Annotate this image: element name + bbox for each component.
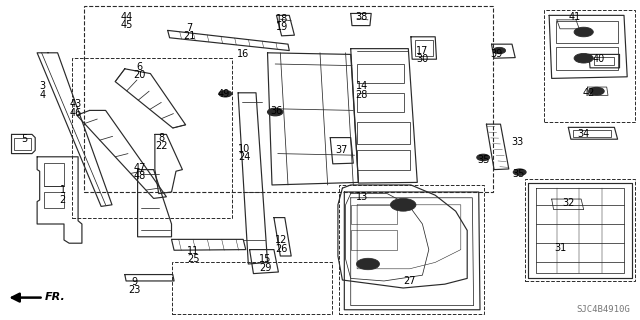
- Circle shape: [268, 108, 283, 116]
- Text: 20: 20: [133, 69, 146, 80]
- Text: 4: 4: [39, 90, 45, 100]
- Text: 40: 40: [592, 53, 605, 64]
- Text: 39: 39: [490, 49, 502, 59]
- Text: 35: 35: [477, 155, 490, 165]
- Circle shape: [223, 92, 228, 95]
- Text: 30: 30: [416, 53, 429, 64]
- Text: 7: 7: [186, 23, 193, 33]
- Bar: [544, 10, 635, 122]
- Circle shape: [574, 53, 593, 63]
- Text: 29: 29: [259, 263, 272, 273]
- Bar: [339, 185, 484, 314]
- Text: 21: 21: [183, 31, 196, 41]
- Text: 2: 2: [60, 195, 66, 205]
- Text: 31: 31: [554, 243, 566, 253]
- Bar: [357, 64, 404, 83]
- Text: 43: 43: [69, 99, 82, 109]
- Text: 37: 37: [335, 145, 348, 155]
- Circle shape: [390, 198, 416, 211]
- Bar: [357, 150, 410, 170]
- Text: 11: 11: [187, 246, 200, 256]
- Text: 19: 19: [275, 22, 288, 32]
- Text: 34: 34: [577, 129, 590, 139]
- Bar: [351, 205, 397, 224]
- Text: 25: 25: [187, 254, 200, 264]
- Bar: [556, 21, 618, 43]
- Bar: [14, 138, 31, 150]
- Text: 23: 23: [128, 284, 141, 295]
- Circle shape: [517, 171, 522, 173]
- Text: 14: 14: [355, 81, 368, 92]
- Bar: [357, 93, 404, 112]
- Circle shape: [513, 169, 526, 175]
- Bar: [172, 262, 332, 314]
- Text: 32: 32: [562, 198, 575, 208]
- Text: FR.: FR.: [45, 292, 65, 302]
- Circle shape: [593, 90, 600, 93]
- Bar: [72, 58, 232, 218]
- Circle shape: [589, 87, 604, 95]
- Bar: [44, 163, 64, 186]
- Text: 26: 26: [275, 244, 288, 254]
- Text: 6: 6: [136, 61, 143, 72]
- Circle shape: [219, 91, 232, 97]
- Bar: [573, 130, 611, 137]
- Text: 36: 36: [270, 106, 283, 116]
- Text: 42: 42: [582, 88, 595, 98]
- Bar: [351, 230, 397, 250]
- Circle shape: [477, 154, 490, 161]
- Text: 15: 15: [259, 254, 272, 264]
- Text: 10: 10: [238, 144, 251, 154]
- Text: 47: 47: [133, 163, 146, 173]
- Bar: [357, 122, 410, 144]
- Text: 9: 9: [131, 276, 138, 287]
- Text: 3: 3: [39, 81, 45, 92]
- Bar: [525, 179, 635, 281]
- Text: 8: 8: [158, 132, 164, 143]
- Text: 48: 48: [133, 171, 146, 181]
- Bar: [415, 40, 433, 56]
- Text: 24: 24: [238, 152, 251, 163]
- Text: 1: 1: [60, 185, 66, 196]
- Text: SJC4B4910G: SJC4B4910G: [577, 305, 630, 314]
- Text: 17: 17: [416, 45, 429, 56]
- Text: 35: 35: [512, 169, 525, 179]
- Text: 46: 46: [69, 108, 82, 118]
- Text: 28: 28: [355, 90, 368, 100]
- Text: 45: 45: [120, 20, 133, 30]
- Text: 49: 49: [218, 89, 230, 100]
- Circle shape: [272, 110, 278, 114]
- Text: 27: 27: [403, 276, 416, 286]
- Text: 13: 13: [355, 192, 368, 202]
- Circle shape: [493, 47, 506, 54]
- Bar: [556, 47, 618, 70]
- Bar: [44, 192, 64, 208]
- Text: 44: 44: [120, 12, 133, 22]
- Bar: [594, 57, 614, 65]
- Text: 12: 12: [275, 235, 288, 245]
- Text: 5: 5: [21, 134, 28, 144]
- Text: 22: 22: [155, 140, 168, 151]
- Text: 38: 38: [355, 12, 368, 22]
- Text: 33: 33: [511, 137, 524, 148]
- Bar: [84, 6, 493, 192]
- Text: 16: 16: [237, 49, 250, 59]
- Text: 41: 41: [568, 12, 581, 22]
- Circle shape: [481, 156, 486, 159]
- Text: 18: 18: [275, 13, 288, 24]
- Circle shape: [574, 27, 593, 37]
- Circle shape: [356, 258, 380, 270]
